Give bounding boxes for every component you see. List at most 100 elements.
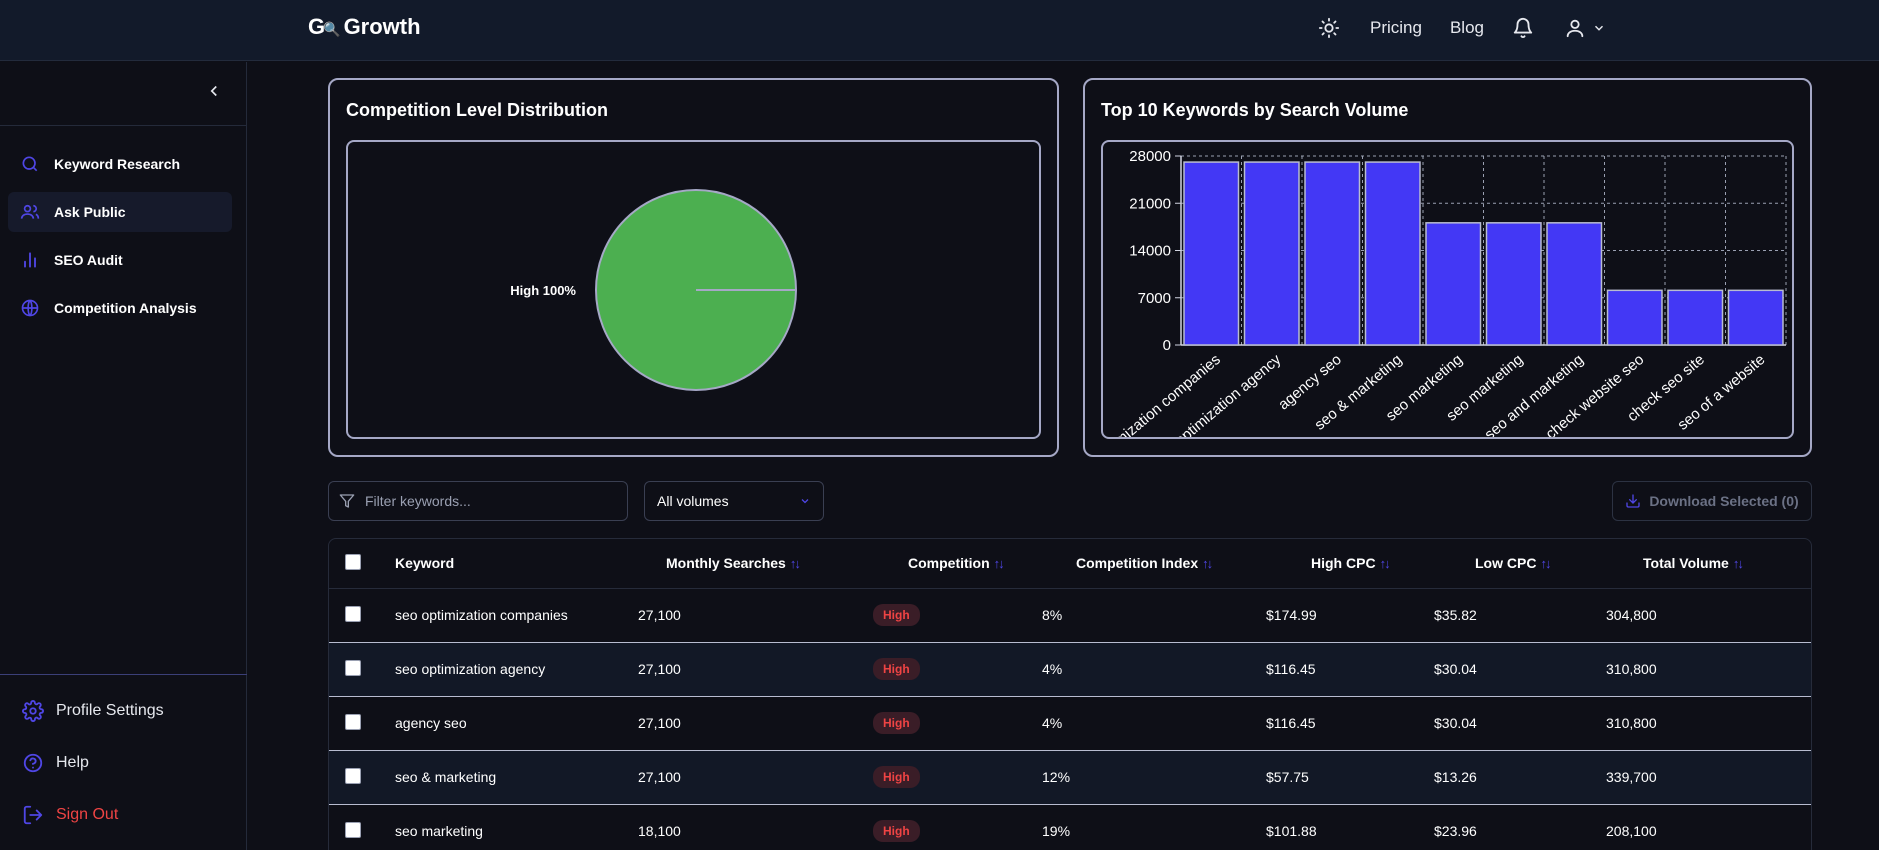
chevron-down-icon bbox=[801, 499, 809, 504]
bar[interactable] bbox=[1183, 161, 1240, 346]
user-menu[interactable] bbox=[1564, 17, 1606, 39]
sort-icon[interactable]: ↑↓ bbox=[1379, 556, 1391, 572]
logo[interactable]: G🔍 Growth bbox=[308, 14, 421, 40]
row-checkbox[interactable] bbox=[345, 713, 361, 730]
cell-competition: High bbox=[873, 588, 1071, 643]
bar[interactable] bbox=[1304, 161, 1361, 346]
chevron-left-icon[interactable] bbox=[205, 82, 223, 100]
top-keywords-card: Top 10 Keywords by Search Volume 0 7000 14… bbox=[1083, 78, 1812, 457]
bar[interactable] bbox=[1425, 222, 1482, 346]
nav-pricing[interactable]: Pricing bbox=[1370, 18, 1422, 37]
filter-box bbox=[328, 481, 628, 521]
sidebar: Keyword Research Ask Public SEO Audit Co… bbox=[0, 62, 247, 850]
y-tick-label: 28000 bbox=[1129, 148, 1171, 165]
logo-text: Growth bbox=[343, 14, 421, 39]
download-selected-label: Download Selected (0) bbox=[1649, 493, 1799, 509]
bar[interactable] bbox=[1364, 161, 1421, 346]
column-header-competition[interactable]: Competition ↑↓ bbox=[885, 539, 1071, 589]
cell-high-cpc: $116.45 bbox=[1266, 642, 1467, 697]
sidebar-item-label: Competition Analysis bbox=[54, 300, 197, 316]
sidebar-item-label: SEO Audit bbox=[54, 252, 123, 268]
column-header-low-cpc[interactable]: Low CPC ↑↓ bbox=[1467, 539, 1626, 589]
bar[interactable] bbox=[1546, 222, 1603, 346]
cell-keyword: seo optimization companies bbox=[395, 588, 650, 643]
user-icon bbox=[1566, 19, 1584, 38]
cell-competition-index: 19% bbox=[1042, 804, 1303, 850]
column-header-monthly-searches[interactable]: Monthly Searches ↑↓ bbox=[650, 539, 885, 589]
cell-high-cpc: $174.99 bbox=[1266, 588, 1467, 643]
cell-low-cpc: $30.04 bbox=[1434, 642, 1626, 697]
cell-competition: High bbox=[873, 750, 1071, 805]
column-header-high-cpc[interactable]: High CPC ↑↓ bbox=[1303, 539, 1467, 589]
volume-select-value: All volumes bbox=[657, 493, 729, 509]
cell-competition-index: 12% bbox=[1042, 750, 1303, 805]
sun-icon[interactable] bbox=[1318, 17, 1340, 39]
cell-total-volume: 304,800 bbox=[1606, 588, 1811, 643]
cell-competition-index: 4% bbox=[1042, 696, 1303, 751]
sidebar-item-seo-audit[interactable]: SEO Audit bbox=[8, 240, 232, 280]
download-selected-button[interactable]: Download Selected (0) bbox=[1612, 481, 1812, 521]
row-checkbox[interactable] bbox=[345, 821, 361, 838]
cell-keyword: agency seo bbox=[395, 696, 650, 751]
cell-total-volume: 339,700 bbox=[1606, 750, 1811, 805]
bar[interactable] bbox=[1727, 289, 1784, 346]
sort-icon[interactable]: ↑↓ bbox=[1540, 556, 1551, 572]
bar-chart-frame: 07000140002100028000seo optimization com… bbox=[1101, 140, 1794, 439]
cell-total-volume: 310,800 bbox=[1606, 642, 1811, 697]
sign-out-link[interactable]: Sign Out bbox=[22, 804, 118, 826]
cell-high-cpc: $116.45 bbox=[1266, 696, 1467, 751]
globe-icon bbox=[21, 299, 39, 317]
cell-monthly-searches: 27,100 bbox=[638, 696, 885, 751]
sort-icon[interactable]: ↑↓ bbox=[993, 556, 1005, 572]
sidebar-item-competition-analysis[interactable]: Competition Analysis bbox=[8, 288, 232, 328]
help-link[interactable]: Help bbox=[22, 752, 89, 774]
cell-monthly-searches: 18,100 bbox=[638, 804, 885, 850]
top-bar: G🔍 Growth Pricing Blog bbox=[0, 0, 1879, 61]
row-checkbox[interactable] bbox=[345, 659, 361, 676]
select-all-checkbox[interactable] bbox=[345, 553, 361, 570]
table-row: seo & marketing 27,100 High 12% $57.75 $13.26… bbox=[329, 750, 1811, 805]
download-icon bbox=[1626, 494, 1640, 508]
sign-out-icon bbox=[23, 805, 43, 825]
card-title: Top 10 Keywords by Search Volume bbox=[1101, 100, 1409, 120]
sidebar-item-keyword-research[interactable]: Keyword Research bbox=[8, 144, 232, 184]
cell-low-cpc: $13.26 bbox=[1434, 750, 1626, 805]
column-header-competition-index[interactable]: Competition Index ↑↓ bbox=[1071, 539, 1303, 589]
bell-icon[interactable] bbox=[1512, 17, 1534, 39]
cell-competition: High bbox=[873, 696, 1071, 751]
competition-badge: High bbox=[873, 820, 920, 842]
column-header-total-volume[interactable]: Total Volume ↑↓ bbox=[1626, 539, 1811, 589]
bar[interactable] bbox=[1485, 222, 1542, 346]
bar[interactable] bbox=[1606, 289, 1663, 346]
table-row: agency seo 27,100 High 4% $116.45 $30.04 310,8… bbox=[329, 696, 1811, 751]
sort-icon[interactable]: ↑↓ bbox=[789, 556, 801, 572]
cell-keyword: seo & marketing bbox=[395, 750, 650, 805]
bar[interactable] bbox=[1243, 161, 1300, 346]
sort-icon[interactable]: ↑↓ bbox=[1202, 556, 1213, 572]
keywords-table: Keyword Monthly Searches ↑↓ Competition ↑↓… bbox=[328, 538, 1812, 850]
cell-monthly-searches: 27,100 bbox=[638, 750, 885, 805]
cell-total-volume: 208,100 bbox=[1606, 804, 1811, 850]
filter-keywords-input[interactable] bbox=[365, 493, 615, 509]
cell-competition-index: 8% bbox=[1042, 588, 1303, 643]
sidebar-bottom-label: Profile Settings bbox=[56, 702, 164, 719]
filter-icon bbox=[339, 494, 355, 508]
sidebar-bottom-label: Sign Out bbox=[56, 806, 119, 823]
bar[interactable] bbox=[1667, 289, 1724, 346]
row-checkbox[interactable] bbox=[345, 767, 361, 784]
users-icon bbox=[20, 204, 40, 219]
table-row: seo optimization agency 27,100 High 4% $116.… bbox=[329, 642, 1811, 697]
y-tick-label: 21000 bbox=[1129, 195, 1171, 212]
search-icon bbox=[22, 156, 38, 172]
sidebar-item-ask-public[interactable]: Ask Public bbox=[8, 192, 232, 232]
row-checkbox[interactable] bbox=[345, 605, 361, 622]
profile-settings-link[interactable]: Profile Settings bbox=[22, 700, 164, 722]
nav-blog[interactable]: Blog bbox=[1449, 18, 1484, 37]
cell-competition-index: 4% bbox=[1042, 642, 1303, 697]
bar-chart: 07000140002100028000seo optimization com… bbox=[1103, 148, 1787, 437]
x-tick-label: check website seo bbox=[1542, 351, 1647, 437]
volume-select[interactable]: All volumes bbox=[644, 481, 824, 521]
pie-chart: High 100% bbox=[510, 189, 797, 391]
logo-mark: G🔍 bbox=[308, 14, 341, 39]
sort-icon[interactable]: ↑↓ bbox=[1732, 556, 1744, 572]
